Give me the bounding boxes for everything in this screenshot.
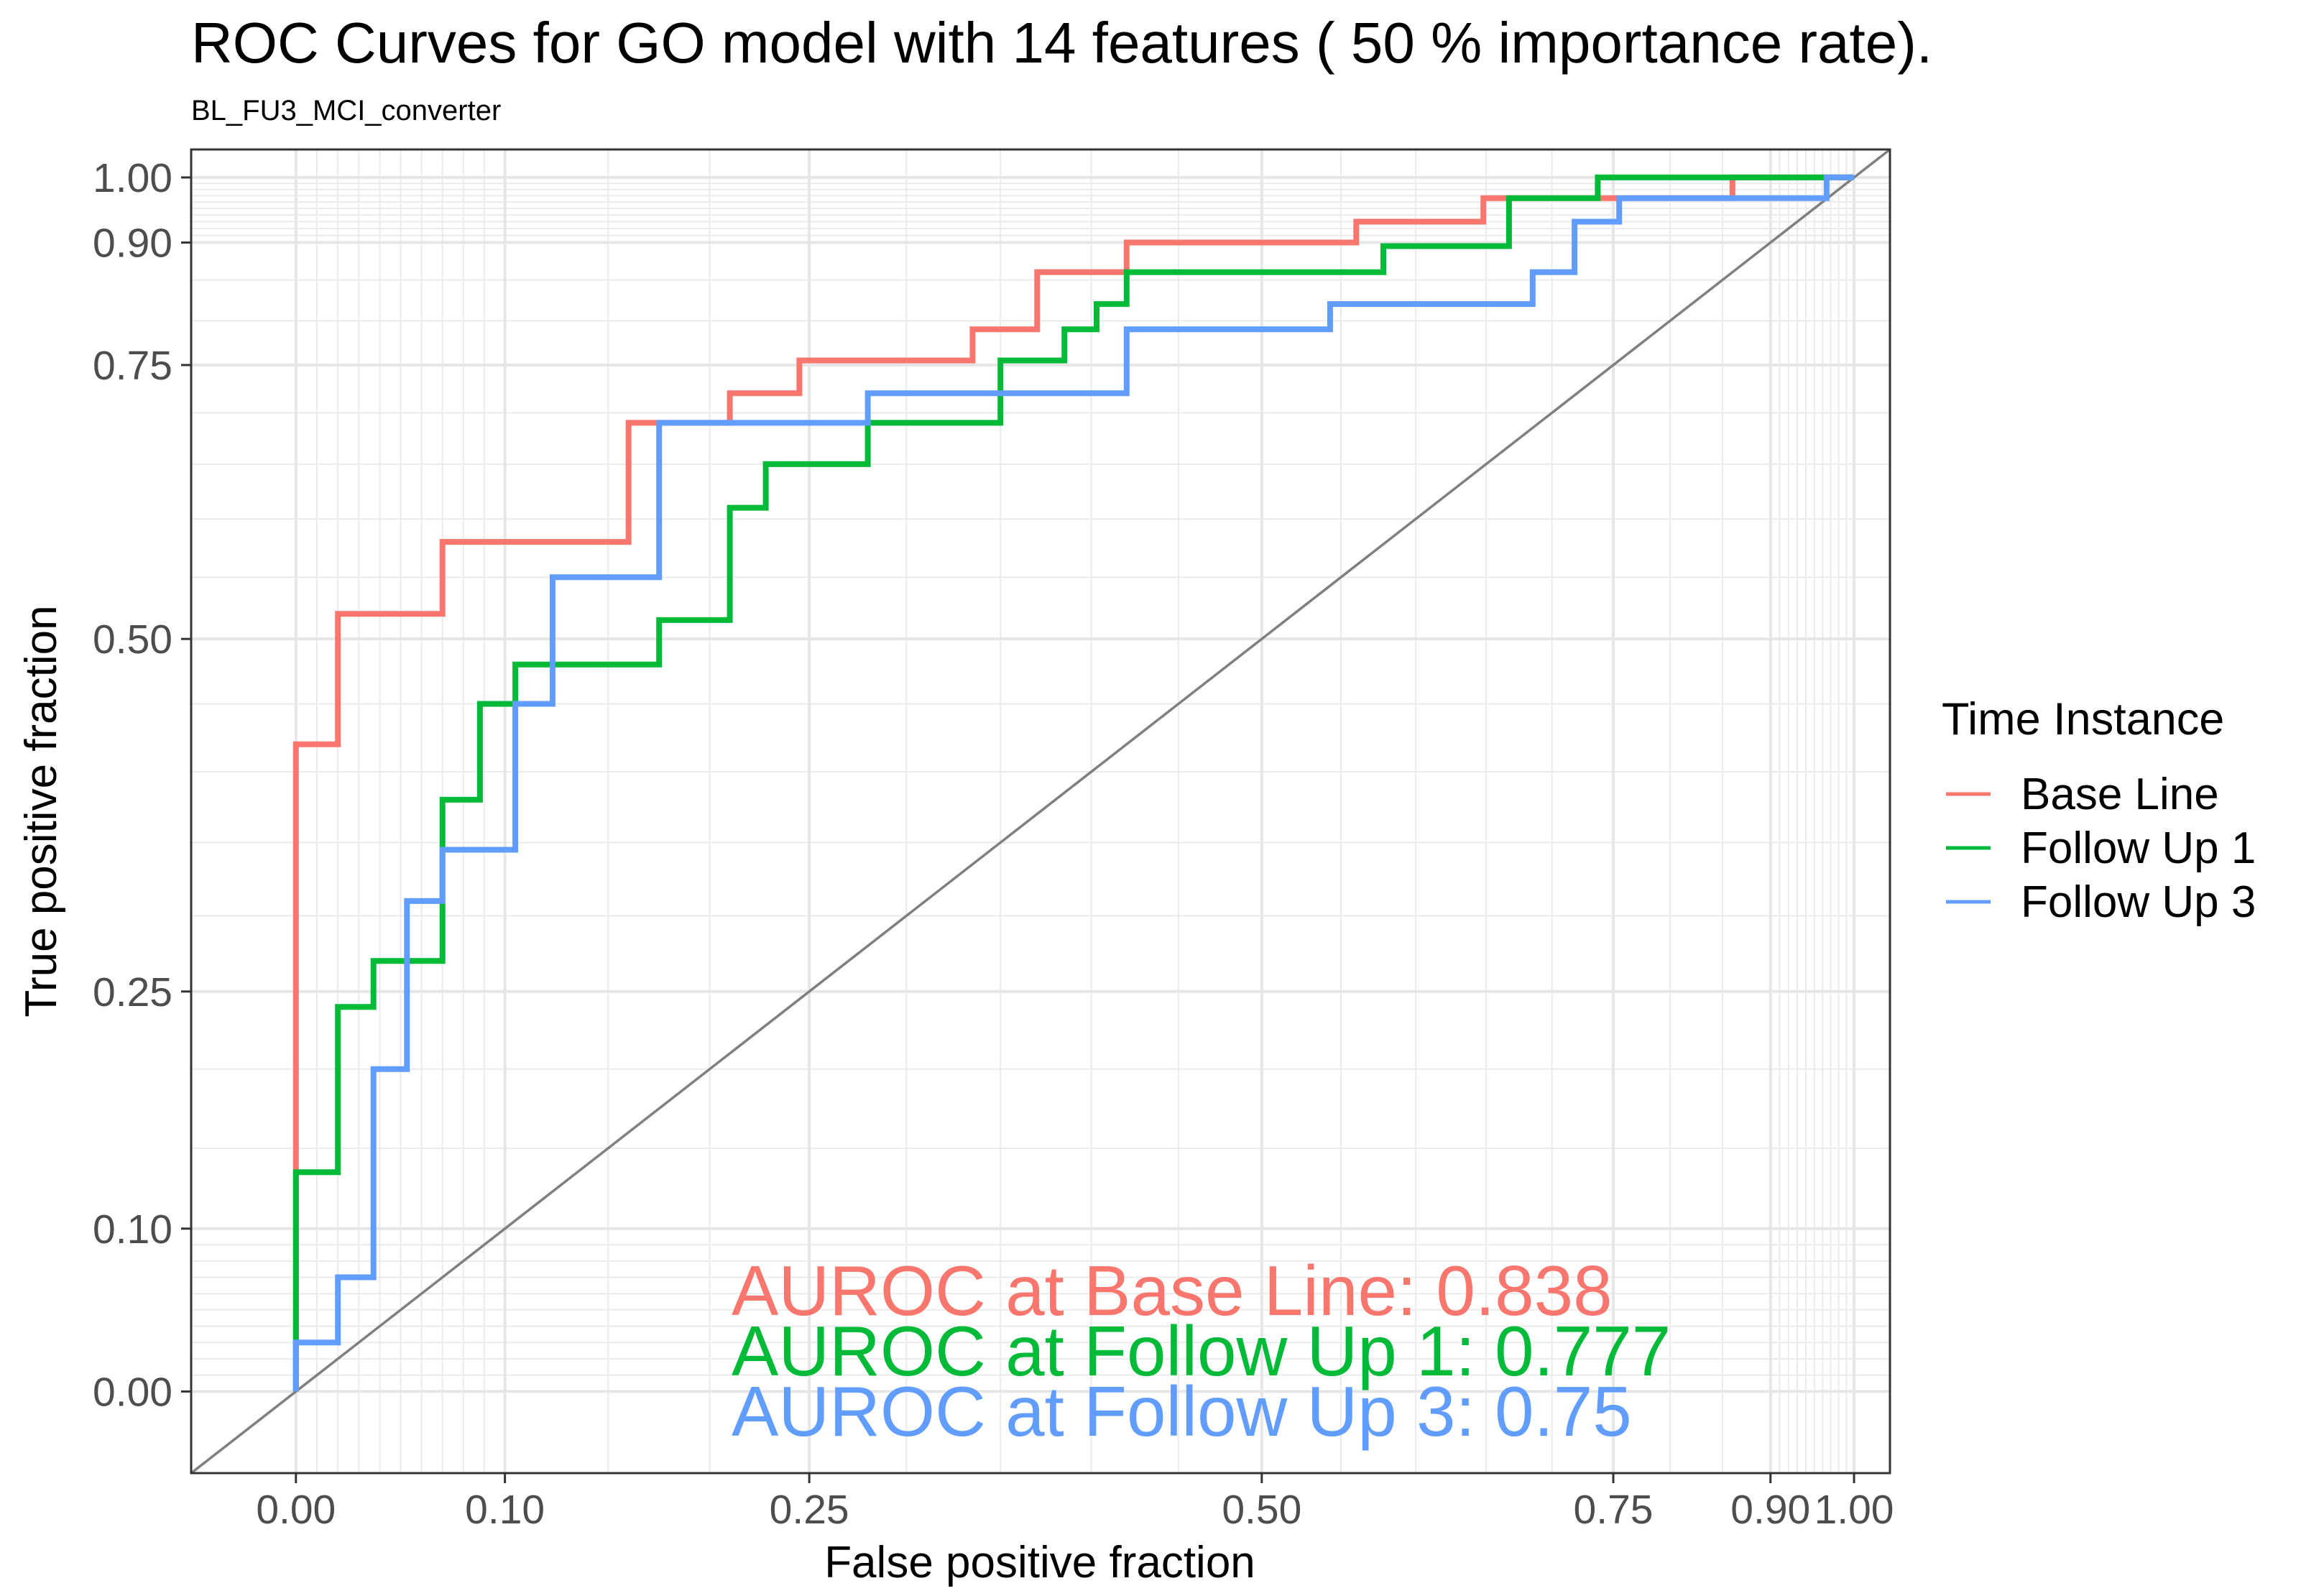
x-tick-label: 0.00 — [256, 1487, 336, 1533]
x-tick-label: 0.90 — [1730, 1487, 1810, 1533]
x-axis-title: False positive fraction — [824, 1538, 1255, 1587]
x-tick-label: 0.10 — [465, 1487, 545, 1533]
roc-line-base-line — [292, 174, 1854, 1392]
y-axis-title: True positive fraction — [17, 605, 66, 1017]
x-tick-label: 0.75 — [1574, 1487, 1654, 1533]
x-tick-label: 0.25 — [770, 1487, 849, 1533]
legend-label: Follow Up 1 — [2021, 824, 2256, 873]
legend-title: Time Instance — [1942, 694, 2224, 744]
legend: Time Instance Base Line Follow Up 1Follow… — [1942, 694, 2256, 927]
auroc-label: AUROC at Follow Up 3: 0.75 — [732, 1372, 1632, 1451]
reference-diagonal-line — [190, 148, 1891, 1475]
y-tick-label: 0.25 — [93, 969, 172, 1015]
y-tick-label: 0.50 — [93, 617, 172, 663]
y-tick-label: 0.10 — [93, 1207, 172, 1253]
x-axis-ticks: 0.00 0.10 0.25 0.50 0.75 0.90 1.00 — [256, 1473, 1894, 1533]
x-tick-label: 1.00 — [1814, 1487, 1894, 1533]
chart-title: ROC Curves for GO model with 14 features… — [191, 11, 1933, 75]
y-tick-label: 0.90 — [93, 221, 172, 267]
major-gridlines — [191, 149, 1890, 1473]
x-tick-label: 0.50 — [1222, 1487, 1301, 1533]
roc-series — [292, 174, 1854, 1392]
auroc-label: AUROC at Base Line: 0.838 — [732, 1251, 1613, 1330]
auroc-label: AUROC at Follow Up 1: 0.777 — [732, 1311, 1671, 1390]
y-tick-label: 0.00 — [93, 1369, 172, 1415]
y-tick-label: 1.00 — [93, 155, 172, 201]
y-tick-label: 0.75 — [93, 343, 172, 389]
plot-panel-border — [190, 148, 1891, 1475]
legend-label: Follow Up 3 — [2021, 877, 2256, 927]
legend-label: Base Line — [2021, 770, 2219, 819]
roc-line-follow-up-1 — [292, 174, 1854, 1392]
roc-line-follow-up-3 — [292, 174, 1854, 1392]
y-axis-ticks: 0.00 0.10 0.25 0.50 0.75 0.90 1.00 — [93, 155, 191, 1415]
chart-subtitle: BL_FU3_MCI_converter — [191, 95, 502, 126]
